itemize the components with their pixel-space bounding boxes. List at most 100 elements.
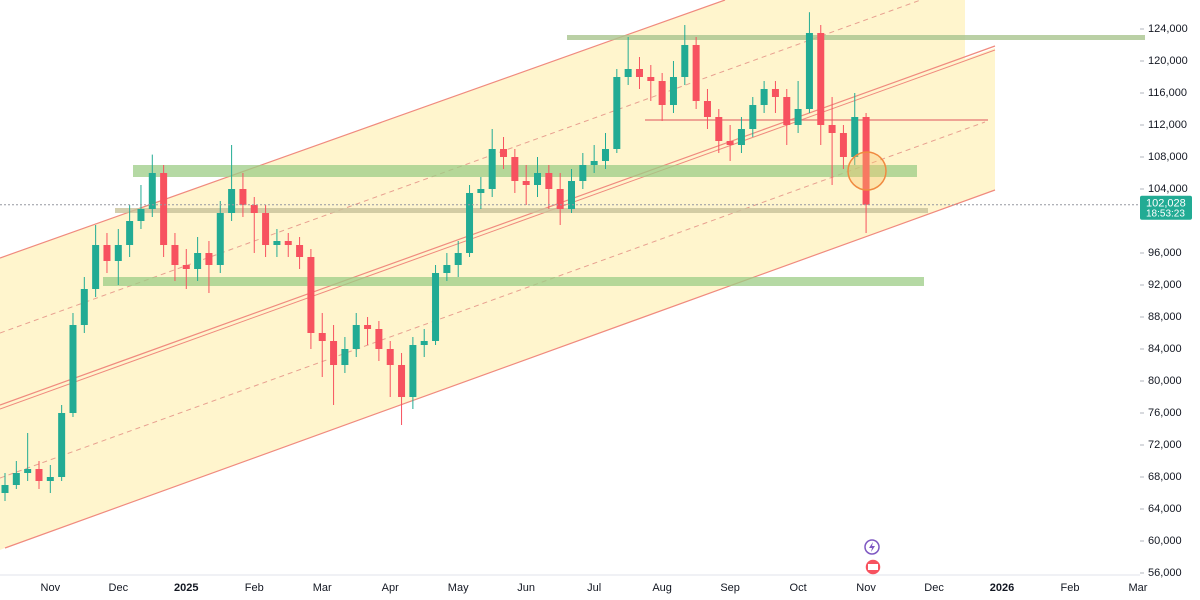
candle-body <box>817 33 825 125</box>
last-price-box <box>1140 195 1192 220</box>
candle-body <box>534 173 542 185</box>
candle-body <box>24 469 32 473</box>
candle-body <box>375 329 383 349</box>
highlight-circle <box>847 151 887 191</box>
candle-body <box>114 245 122 261</box>
y-tick-label: 112,000 <box>1148 119 1187 131</box>
candle-body <box>488 149 496 189</box>
candle-body <box>692 45 700 101</box>
candle-body <box>601 149 609 161</box>
candle-body <box>432 273 440 341</box>
candle-body <box>318 333 326 341</box>
y-tick-label: 116,000 <box>1148 87 1187 99</box>
candle-body <box>205 253 213 265</box>
last-price-label: 102,028 <box>1146 198 1186 210</box>
candle-body <box>352 325 360 349</box>
candle-body <box>420 341 428 345</box>
candle-body <box>862 117 870 205</box>
candle-body <box>386 349 394 365</box>
x-tick-label: Jul <box>587 582 601 594</box>
candle-body <box>103 245 111 261</box>
y-tick-label: 120,000 <box>1148 55 1188 67</box>
candle-body <box>556 189 564 209</box>
candle-body <box>669 77 677 105</box>
channel-dash-lower <box>0 121 986 479</box>
countdown-label: 18:53:23 <box>1146 208 1185 219</box>
x-tick-label: Dec <box>924 582 944 594</box>
x-tick-label: Mar <box>1129 582 1148 594</box>
candle-body <box>398 365 406 397</box>
candle-body <box>590 161 598 165</box>
candle-body <box>239 189 247 205</box>
y-tick-label: 68,000 <box>1148 471 1182 483</box>
candle-body <box>454 253 462 265</box>
candle-body <box>500 149 508 157</box>
candle-body <box>409 345 417 397</box>
candle-body <box>194 253 202 269</box>
candle-body <box>579 165 587 181</box>
candle-body <box>262 213 270 245</box>
y-tick-label: 108,000 <box>1148 151 1188 163</box>
y-tick-label: 104,000 <box>1148 183 1188 195</box>
candle-body <box>12 473 20 485</box>
y-tick-label: 96,000 <box>1148 247 1182 259</box>
candle-body <box>477 189 485 193</box>
candle-body <box>80 289 88 325</box>
candle-body <box>307 257 315 333</box>
candle-body <box>137 209 145 221</box>
candle-body <box>341 349 349 365</box>
candle-body <box>851 117 859 157</box>
support-line <box>115 208 928 213</box>
candle-body <box>284 241 292 245</box>
channel-upper <box>0 0 726 259</box>
x-tick-label: May <box>448 582 469 594</box>
candle-body <box>296 245 304 257</box>
candle-body <box>613 77 621 149</box>
candle-body <box>681 45 689 77</box>
price-axis: 56,000 60,000 64,000 68,000 72,000 76,000 80,0… <box>1140 23 1188 579</box>
candle-body <box>228 189 236 213</box>
drawings <box>0 0 1145 550</box>
y-tick-label: 76,000 <box>1148 407 1182 419</box>
candle-body <box>624 69 632 77</box>
x-tick-label: Mar <box>313 582 332 594</box>
candle-body <box>647 77 655 81</box>
candle-body <box>126 221 134 245</box>
x-tick-label: Nov <box>41 582 61 594</box>
y-tick-label: 56,000 <box>1148 567 1182 579</box>
candle-body <box>737 129 745 145</box>
x-tick-label: 2025 <box>174 582 198 594</box>
x-tick-label: Jun <box>517 582 535 594</box>
candle-body <box>148 173 156 209</box>
event-icons <box>864 539 882 576</box>
candle-body <box>46 477 54 481</box>
y-tick-label: 80,000 <box>1148 375 1182 387</box>
candle-body <box>715 117 723 141</box>
y-tick-label: 124,000 <box>1148 23 1188 35</box>
candle-body <box>635 69 643 77</box>
candle-body <box>783 97 791 125</box>
candle-body <box>511 157 519 181</box>
x-tick-label: Sep <box>720 582 740 594</box>
candle-body <box>364 325 372 329</box>
x-tick-label: Feb <box>245 582 264 594</box>
event-icon-glyph <box>869 542 875 552</box>
candle-body <box>1 485 9 493</box>
x-tick-label: Nov <box>856 582 876 594</box>
candles <box>1 12 870 501</box>
resistance-zone <box>567 35 1145 40</box>
x-tick-label: Aug <box>652 582 672 594</box>
candle-body <box>182 265 190 269</box>
candle-body <box>273 241 281 245</box>
support-zone <box>133 165 917 177</box>
candle-body <box>839 133 847 157</box>
candle-body <box>760 89 768 105</box>
candle-body <box>58 413 66 477</box>
demand-zone <box>103 277 924 286</box>
candle-body <box>749 105 757 129</box>
candle-body <box>805 33 813 109</box>
channel-lower <box>4 189 996 549</box>
candle-body <box>522 181 530 185</box>
event-icon-glyph <box>868 564 878 570</box>
y-tick-label: 84,000 <box>1148 343 1182 355</box>
